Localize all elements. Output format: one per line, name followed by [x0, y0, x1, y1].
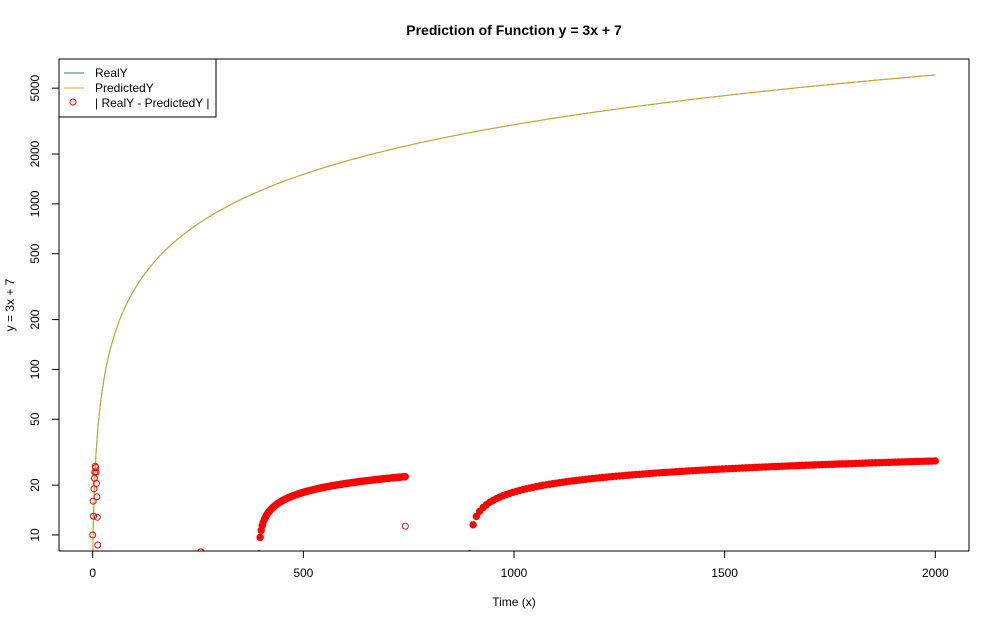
- y-axis-title: y = 3x + 7: [3, 278, 17, 331]
- error-point: [90, 512, 98, 520]
- legend-label-predictedy: PredictedY: [95, 81, 154, 95]
- series-line-realy: [92, 74, 936, 551]
- error-point: [93, 479, 100, 487]
- error-point: [931, 457, 939, 465]
- error-point: [467, 550, 473, 551]
- error-dense-segment: [467, 457, 939, 551]
- error-point: [256, 533, 264, 542]
- y-tick-label: 20: [28, 478, 42, 492]
- error-point: [92, 464, 100, 472]
- error-point: [469, 521, 477, 529]
- x-tick-label: 2000: [922, 566, 949, 580]
- error-point: [472, 512, 481, 521]
- x-tick-label: 500: [293, 566, 313, 580]
- error-point: [94, 541, 102, 549]
- x-tick-label: 0: [89, 566, 96, 580]
- legend: RealY PredictedY | RealY - PredictedY |: [58, 58, 217, 118]
- y-tick-label: 100: [28, 359, 42, 379]
- chart-title: Prediction of Function y = 3x + 7: [406, 22, 622, 38]
- error-point: [90, 485, 98, 493]
- error-point: [89, 497, 97, 505]
- y-tick-label: 2000: [28, 140, 42, 167]
- plot-frame: [58, 58, 970, 552]
- y-tick-label: 200: [28, 309, 42, 329]
- error-point: [401, 472, 410, 481]
- x-axis: 0 500 1000 1500 2000: [89, 550, 949, 580]
- data-layer: [89, 74, 939, 551]
- legend-label-error: | RealY - PredictedY |: [95, 96, 210, 110]
- x-tick-label: 1500: [711, 566, 738, 580]
- error-point: [197, 548, 205, 551]
- y-tick-label: 50: [28, 412, 42, 426]
- x-tick-label: 1000: [501, 566, 528, 580]
- error-point: [89, 531, 97, 539]
- y-axis: 10 20 50 100 200 500 1000 2000 5000: [28, 74, 60, 542]
- x-axis-title: Time (x): [492, 595, 536, 609]
- y-tick-label: 5000: [28, 74, 42, 101]
- error-point: [93, 513, 101, 521]
- error-dense-segment: [256, 472, 410, 551]
- legend-box: [58, 58, 217, 118]
- y-tick-label: 10: [28, 528, 42, 542]
- error-point: [401, 522, 409, 530]
- error-point: [256, 550, 262, 551]
- error-point: [92, 468, 100, 476]
- y-tick-label: 1000: [28, 190, 42, 217]
- y-tick-label: 500: [28, 243, 42, 263]
- series-line-predictedy: [92, 74, 936, 551]
- legend-label-realy: RealY: [95, 66, 128, 80]
- legend-key-error: [69, 98, 77, 106]
- error-point: [93, 493, 101, 501]
